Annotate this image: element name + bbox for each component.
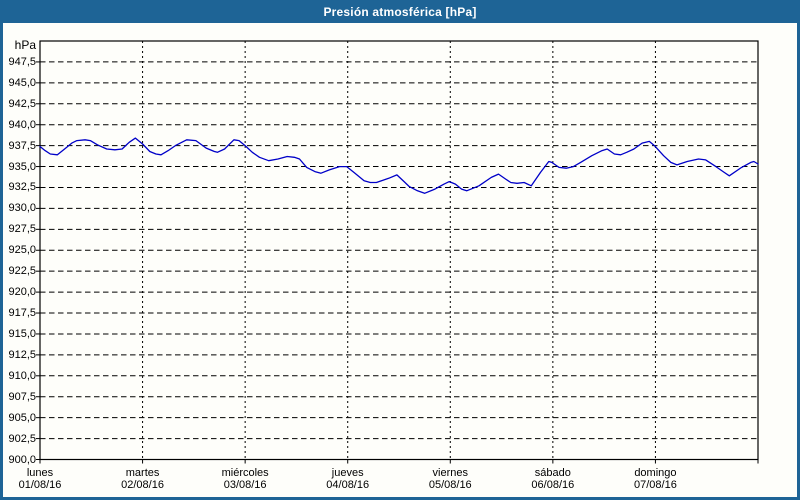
pressure-line: [39, 137, 759, 194]
chart-title: Presión atmosférica [hPa]: [323, 4, 477, 19]
plot-border: [39, 40, 759, 461]
title-bar: Presión atmosférica [hPa]: [0, 0, 800, 23]
